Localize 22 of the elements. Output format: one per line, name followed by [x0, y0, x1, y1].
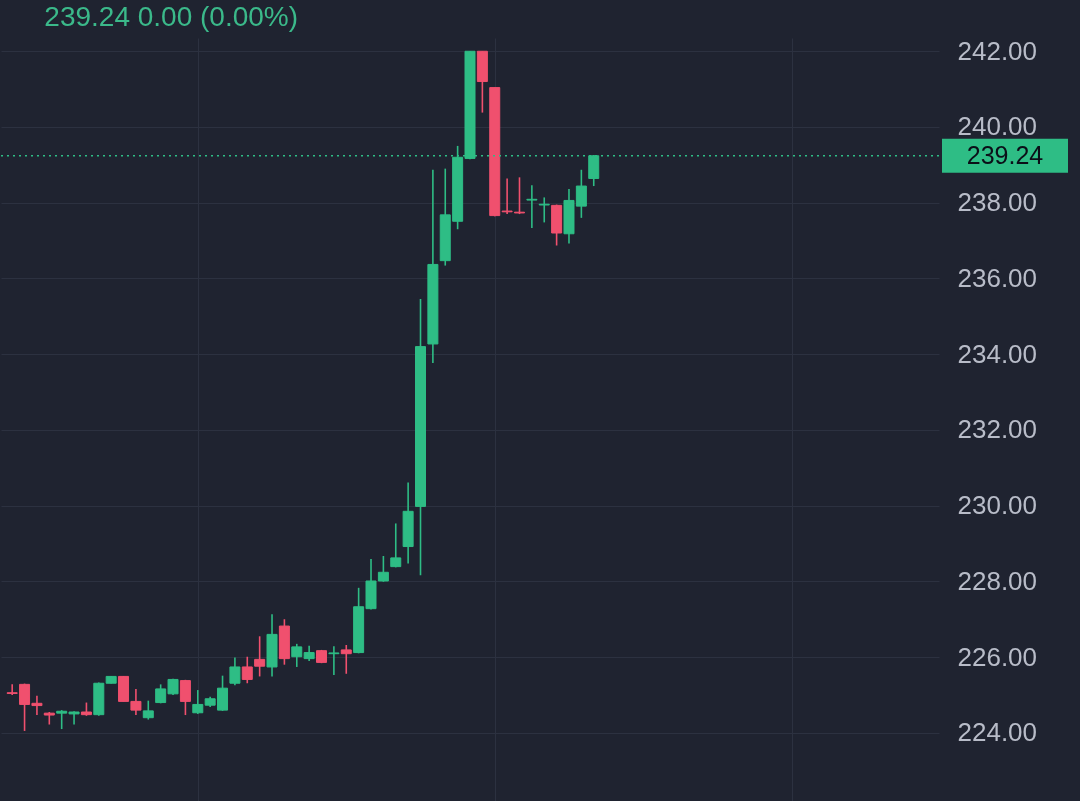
y-tick-label: 232.00: [957, 414, 1038, 445]
candlestick: [229, 656, 241, 686]
candlestick: [513, 176, 525, 215]
y-tick-label: 238.00: [957, 187, 1038, 218]
y-tick-label: 224.00: [957, 717, 1038, 748]
candlestick: [192, 689, 204, 715]
y-tick-label: 230.00: [957, 490, 1038, 521]
chart-title: 239.24 0.00 (0.00%): [44, 1, 299, 32]
y-tick-label: 234.00: [957, 338, 1038, 369]
candlestick: [179, 679, 191, 716]
ref-line-label: 239.24: [966, 140, 1044, 169]
candlestick: [526, 184, 538, 229]
y-tick-label: 236.00: [957, 262, 1038, 293]
candlestick: [340, 644, 352, 675]
y-tick-label: 228.00: [957, 565, 1038, 596]
candlestick: [390, 522, 402, 569]
y-tick-label: 240.00: [957, 111, 1038, 142]
candlestick: [142, 699, 154, 721]
candlestick: [328, 645, 340, 676]
y-tick-label: 226.00: [957, 641, 1038, 672]
candlestick: [538, 196, 550, 224]
y-tick-label: 242.00: [957, 35, 1038, 66]
